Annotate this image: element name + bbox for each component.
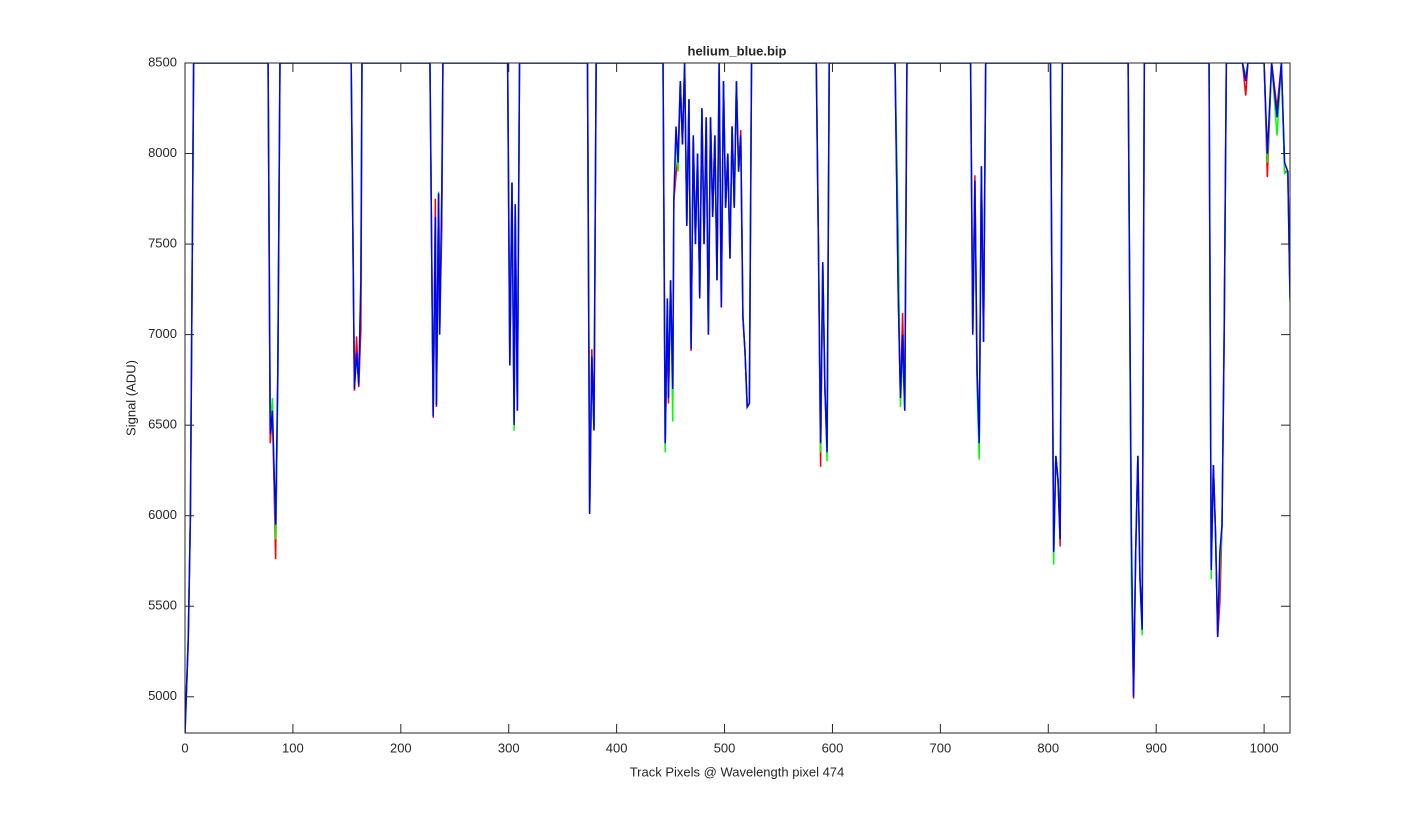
y-tick-label: 8000 [148,145,177,160]
x-tick-label: 1000 [1250,740,1279,755]
y-tick-label: 7000 [148,326,177,341]
series-group [185,63,1290,733]
chart-title: helium_blue.bip [688,43,787,58]
x-axis-label: Track Pixels @ Wavelength pixel 474 [630,764,845,779]
y-tick-label: 6500 [148,417,177,432]
y-tick-label: 5500 [148,598,177,613]
x-tick-label: 500 [714,740,736,755]
y-tick-label: 5000 [148,688,177,703]
x-tick-label: 800 [1037,740,1059,755]
x-tick-label: 200 [390,740,412,755]
y-tick-label: 7500 [148,236,177,251]
axes-box [184,62,1291,734]
y-tick-label: 8500 [148,54,177,69]
y-axis-label: Signal (ADU) [123,360,138,436]
x-tick-label: 300 [498,740,520,755]
plot-area [185,63,1290,733]
series-line [185,63,1290,733]
x-tick-label: 0 [181,740,188,755]
x-tick-label: 900 [1145,740,1167,755]
x-tick-label: 600 [822,740,844,755]
x-tick-label: 400 [606,740,628,755]
x-tick-label: 700 [930,740,952,755]
x-tick-label: 100 [282,740,304,755]
y-tick-label: 6000 [148,507,177,522]
